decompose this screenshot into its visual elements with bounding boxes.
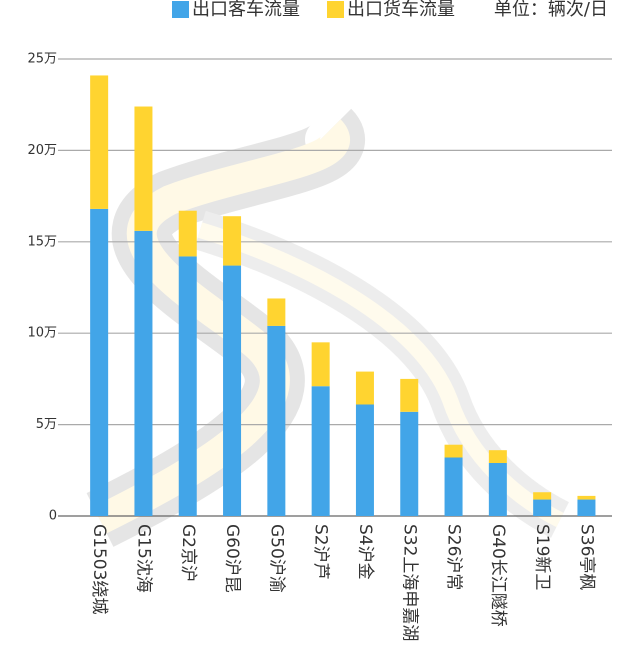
- x-tick-label: S2沪芦: [311, 524, 331, 580]
- x-tick-label: G1503绕城: [89, 524, 109, 614]
- legend-swatch: [327, 1, 344, 18]
- unit-label: 单位：辆次/日: [494, 0, 608, 20]
- y-tick-label: 25万: [27, 52, 57, 67]
- bar-segment: [90, 75, 109, 209]
- x-tick-label: S4沪金: [355, 524, 375, 580]
- bar-segment: [355, 404, 374, 516]
- x-tick-label: G2京沪: [178, 524, 198, 582]
- x-tick-label: G50沪渝: [266, 524, 286, 593]
- x-tick-label: G40长江隧桥: [488, 524, 508, 627]
- bar-segment: [533, 492, 552, 500]
- bar-segment: [267, 298, 286, 326]
- y-tick-label: 0: [49, 509, 57, 524]
- bar-segment: [311, 342, 330, 387]
- bar-segment: [444, 444, 463, 458]
- legend-swatch: [172, 1, 189, 18]
- bar-segment: [400, 411, 419, 516]
- bar-segment: [178, 210, 197, 257]
- y-tick-label: 5万: [36, 417, 57, 432]
- bar-segment: [90, 208, 109, 516]
- bar-segment: [488, 462, 507, 516]
- bar-segment: [444, 457, 463, 516]
- bar-segment: [134, 230, 153, 516]
- x-tick-label: S26沪常: [444, 524, 464, 590]
- x-tick-label: S19新卫: [532, 524, 552, 590]
- bar-segment: [577, 499, 596, 516]
- bar-segment: [223, 265, 242, 516]
- bar-segment: [267, 325, 286, 516]
- road-line: [197, 222, 564, 528]
- x-tick-label: G60沪昆: [222, 524, 242, 593]
- bar-segment: [533, 499, 552, 516]
- legend-label: 出口客车流量: [192, 0, 300, 20]
- legend-label: 出口货车流量: [347, 0, 455, 20]
- y-tick-label: 10万: [27, 326, 57, 341]
- y-tick-label: 20万: [27, 143, 57, 158]
- x-tick-label: G15沈海: [133, 524, 153, 593]
- bar-segment: [311, 386, 330, 516]
- bar-segment: [134, 106, 153, 231]
- bar-segment: [400, 378, 419, 412]
- bar-segment: [178, 256, 197, 516]
- x-tick-label: S32上海申嘉湖: [399, 524, 419, 641]
- bar-segment: [488, 450, 507, 463]
- y-tick-label: 15万: [27, 234, 57, 249]
- x-tick-label: S36亭枫: [576, 524, 596, 590]
- bar-segment: [223, 216, 242, 266]
- bar-segment: [577, 495, 596, 500]
- bar-segment: [355, 371, 374, 405]
